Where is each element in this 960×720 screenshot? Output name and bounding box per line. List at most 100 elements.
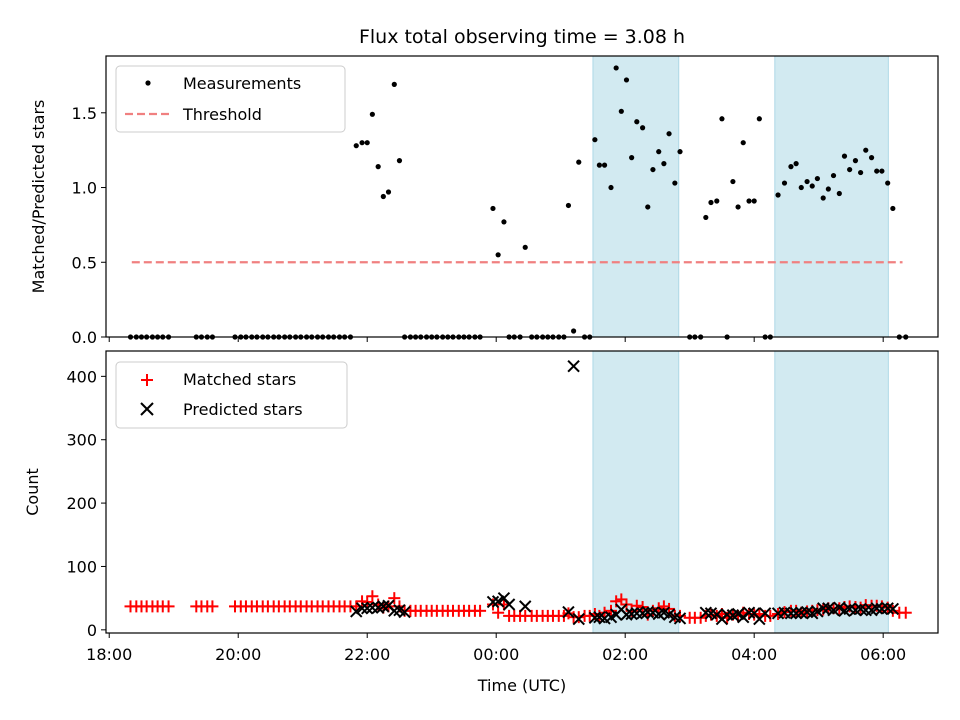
predicted-star-mark-b — [657, 606, 671, 619]
legend-label-measurements: Measurements — [183, 74, 301, 93]
x-axis-label: Time (UTC) — [477, 676, 566, 695]
predicted-star-point — [742, 606, 756, 619]
measurement-point — [645, 204, 651, 210]
predicted-stars-points — [350, 360, 900, 626]
highlight-band-2 — [774, 350, 889, 634]
count-highlight-bands — [592, 350, 889, 634]
measurement-point — [775, 192, 781, 198]
predicted-star-mark-b — [668, 610, 682, 624]
measurement-point — [501, 219, 507, 225]
predicted-star-mark-b — [361, 602, 374, 615]
predicted-star-mark-b — [646, 606, 660, 619]
measurement-point — [613, 65, 619, 71]
measurement-point — [868, 155, 875, 161]
predicted-star-mark-b — [641, 605, 654, 619]
measurement-point — [804, 178, 810, 185]
y-tick-label: 200 — [66, 494, 97, 513]
count-legend-box — [115, 361, 348, 429]
predicted-star-point — [886, 602, 900, 616]
predicted-star-mark-b — [778, 606, 791, 619]
measurement-point — [714, 198, 720, 204]
chart-title: Flux total observing time = 3.08 h — [359, 26, 685, 48]
measurement-point — [793, 161, 799, 167]
measurement-point — [781, 180, 788, 186]
predicted-star-mark-b — [366, 601, 379, 614]
ratio-legend-box — [115, 65, 346, 133]
highlight-band-1 — [592, 55, 680, 338]
predicted-star-point — [567, 360, 580, 373]
measurement-point — [650, 166, 656, 173]
measurement-point — [495, 252, 501, 258]
predicted-star-point — [673, 612, 687, 625]
predicted-star-mark-b — [491, 595, 505, 608]
ratio-y-axis-label: Matched/Predicted stars — [29, 100, 48, 294]
count-panel: 0 100 200 300 400 18:00 20:00 22:00 00:00 02:00 0… — [23, 350, 939, 695]
legend-marker-measurements — [145, 80, 151, 86]
matched-star-point — [388, 592, 401, 605]
predicted-star-mark-b — [673, 612, 687, 625]
measurement-point — [708, 199, 714, 206]
predicted-star-point — [625, 607, 638, 621]
predicted-star-point — [366, 601, 379, 614]
predicted-star-mark-b — [811, 605, 824, 618]
measurement-point — [809, 183, 815, 189]
ratio-y-axis: 0.0 0.5 1.0 1.5 — [72, 104, 106, 347]
predicted-star-mark-b — [870, 602, 883, 615]
predicted-star-point — [502, 598, 516, 611]
measurement-point — [661, 161, 667, 167]
measurement-point — [788, 164, 794, 170]
measurement-point — [746, 198, 752, 204]
measurement-point — [522, 244, 528, 250]
x-tick-label: 06:00 — [860, 645, 906, 664]
count-x-axis: 18:00 20:00 22:00 00:00 02:00 04:00 06:00 — [86, 633, 906, 664]
predicted-star-mark-b — [758, 607, 772, 620]
ratio-x-ticks — [108, 337, 884, 342]
predicted-star-mark-b — [816, 602, 830, 615]
measurement-point — [576, 159, 582, 165]
count-plot-frame — [105, 350, 939, 634]
predicted-star-mark-b — [742, 606, 756, 619]
predicted-star-point — [699, 606, 713, 619]
predicted-star-mark-b — [562, 605, 575, 619]
predicted-star-mark-b — [355, 602, 369, 615]
highlight-band-1 — [592, 350, 680, 634]
predicted-star-mark-b — [567, 360, 580, 373]
measurement-point — [629, 155, 635, 161]
measurement-point — [592, 137, 598, 143]
predicted-star-point — [816, 602, 830, 615]
measurement-point — [858, 169, 864, 176]
predicted-star-mark-b — [833, 601, 846, 614]
legend-label-threshold: Threshold — [182, 105, 262, 124]
x-tick-label: 18:00 — [86, 645, 132, 664]
measurement-point — [672, 180, 678, 186]
x-tick-label: 04:00 — [731, 645, 777, 664]
y-tick-label: 300 — [66, 431, 97, 450]
measurement-point — [820, 195, 826, 201]
measurement-point — [391, 81, 397, 87]
predicted-star-mark-b — [699, 606, 713, 619]
matched-star-point — [899, 606, 912, 619]
predicted-star-mark-b — [519, 600, 532, 613]
ratio-panel: 0.0 0.5 1.0 1.5 Matched/Predicted stars Mea… — [29, 55, 939, 347]
measurement-point — [740, 140, 746, 146]
predicted-star-point — [859, 603, 872, 617]
predicted-star-point — [355, 602, 369, 615]
measurement-point — [640, 125, 646, 131]
predicted-star-mark-b — [822, 602, 835, 615]
predicted-star-mark-b — [784, 607, 798, 620]
measurement-point — [596, 162, 602, 168]
predicted-star-mark-b — [625, 607, 638, 621]
legend-label-matched: Matched stars — [183, 370, 296, 389]
predicted-star-mark-b — [393, 603, 406, 617]
legend-marker-matched — [141, 374, 153, 386]
measurement-point — [375, 164, 381, 170]
y-tick-label: 1.0 — [72, 179, 97, 198]
measurement-point — [830, 172, 837, 179]
x-tick-label: 20:00 — [215, 645, 261, 664]
predicted-star-mark-b — [854, 602, 867, 616]
measurement-point — [703, 214, 709, 221]
predicted-star-mark-b — [886, 602, 900, 616]
measurement-point — [364, 140, 370, 146]
ratio-legend: Measurements Threshold — [115, 65, 346, 133]
predicted-star-mark-b — [388, 604, 401, 618]
